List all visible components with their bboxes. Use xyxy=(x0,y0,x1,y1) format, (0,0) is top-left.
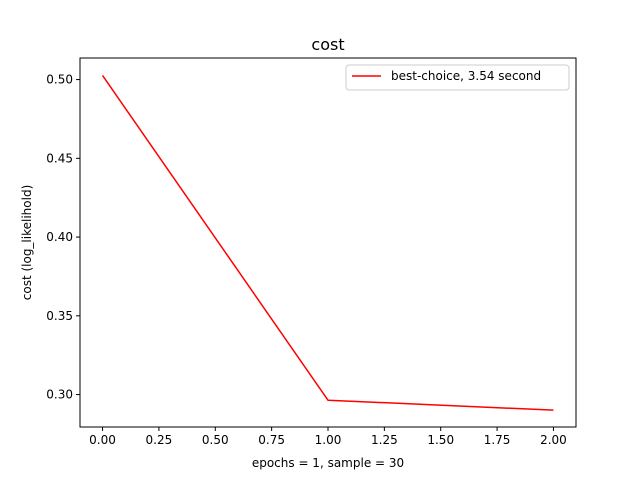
x-tick-label: 0.00 xyxy=(89,433,116,447)
x-tick-label: 1.50 xyxy=(427,433,454,447)
x-tick-label: 2.00 xyxy=(540,433,567,447)
plot-area xyxy=(80,58,576,427)
x-tick-label: 0.25 xyxy=(146,433,173,447)
y-tick-label: 0.40 xyxy=(46,230,73,244)
y-tick-label: 0.45 xyxy=(46,151,73,165)
x-axis-label: epochs = 1, sample = 30 xyxy=(252,456,404,470)
y-tick-label: 0.30 xyxy=(46,388,73,402)
y-axis-label: cost (log_likelihold) xyxy=(20,185,34,301)
legend: best-choice, 3.54 second xyxy=(346,65,569,90)
legend-label: best-choice, 3.54 second xyxy=(391,69,541,83)
y-tick-label: 0.35 xyxy=(46,309,73,323)
x-tick-label: 1.75 xyxy=(484,433,511,447)
x-tick-label: 1.00 xyxy=(315,433,342,447)
x-tick-label: 0.50 xyxy=(202,433,229,447)
chart-title: cost xyxy=(311,35,344,54)
x-tick-label: 0.75 xyxy=(258,433,285,447)
y-tick-label: 0.50 xyxy=(46,73,73,87)
x-tick-label: 1.25 xyxy=(371,433,398,447)
